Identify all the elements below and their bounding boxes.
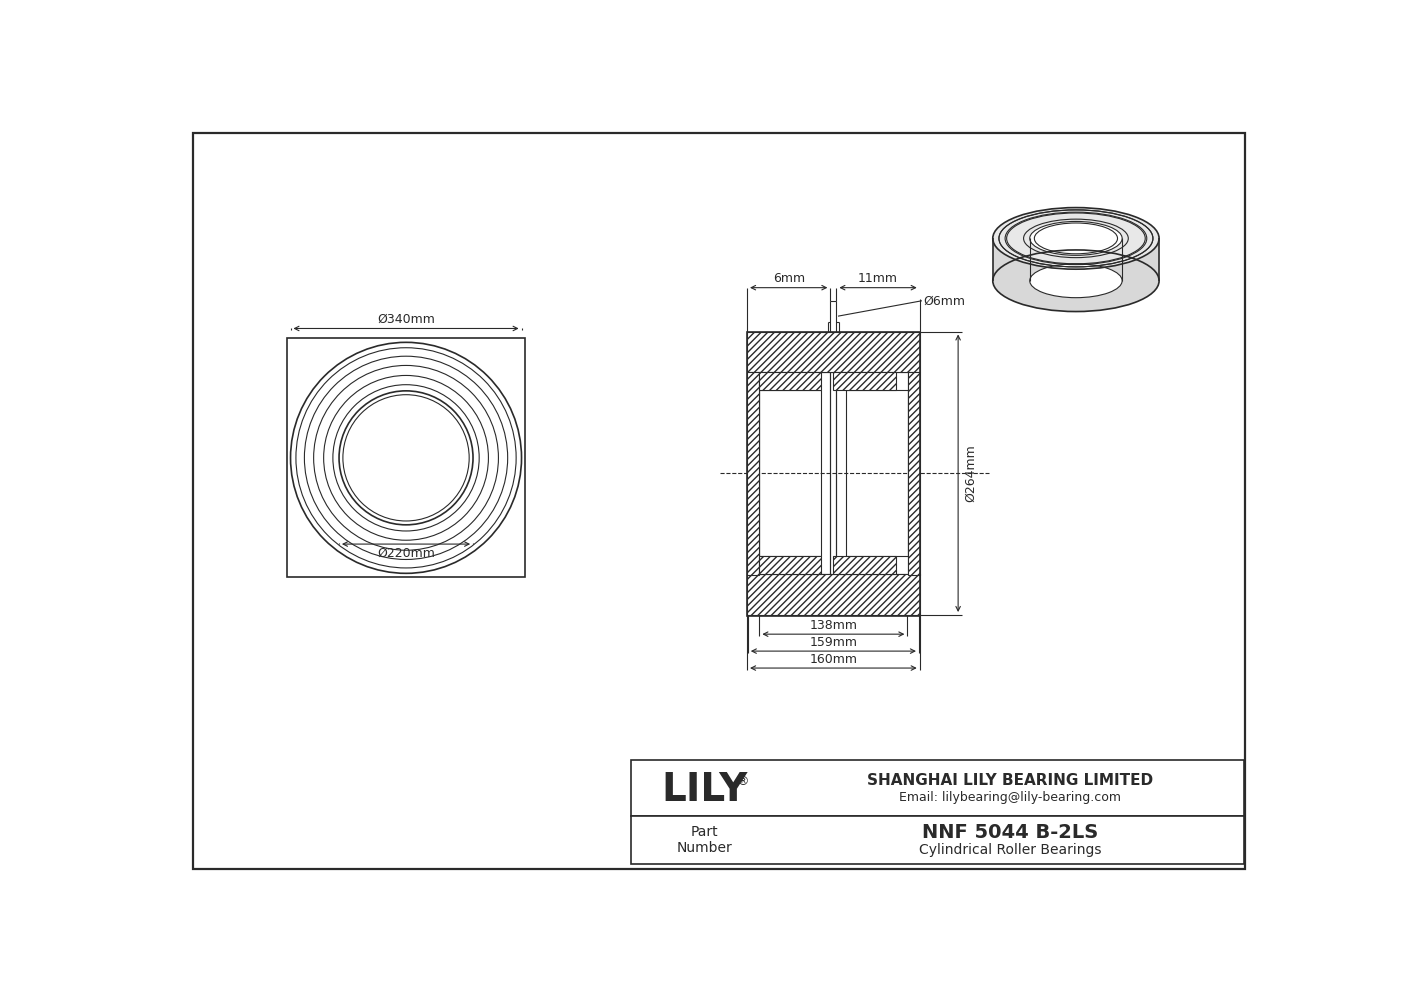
Text: 160mm: 160mm [810, 653, 857, 666]
Bar [748, 574, 919, 615]
Bar [833, 557, 895, 574]
Bar [759, 390, 908, 557]
Text: Ø264mm: Ø264mm [964, 444, 978, 502]
Ellipse shape [1030, 264, 1122, 298]
Bar [748, 372, 759, 575]
Text: Email: lilybearing@lily-bearing.com: Email: lilybearing@lily-bearing.com [899, 792, 1121, 805]
Text: 159mm: 159mm [810, 636, 857, 649]
Bar [908, 372, 919, 575]
Bar [748, 331, 919, 372]
Bar [748, 331, 919, 616]
Bar [286, 338, 525, 577]
Text: 138mm: 138mm [810, 619, 857, 632]
Text: Part
Number: Part Number [676, 824, 732, 855]
Text: 11mm: 11mm [859, 272, 898, 285]
Text: Ø6mm: Ø6mm [923, 295, 965, 308]
Bar [759, 372, 821, 390]
Bar [631, 760, 1244, 815]
Text: SHANGHAI LILY BEARING LIMITED: SHANGHAI LILY BEARING LIMITED [867, 773, 1153, 788]
Text: LILY: LILY [661, 771, 748, 809]
Ellipse shape [993, 250, 1159, 311]
Bar [631, 815, 1244, 864]
Bar [993, 238, 1159, 281]
Text: Ø340mm: Ø340mm [377, 312, 435, 325]
Ellipse shape [1030, 221, 1122, 255]
Text: ®: ® [737, 775, 749, 788]
Text: 6mm: 6mm [773, 272, 805, 285]
Text: NNF 5044 B-2LS: NNF 5044 B-2LS [922, 822, 1099, 841]
Text: Ø220mm: Ø220mm [377, 548, 435, 560]
Bar [759, 557, 821, 574]
Text: Cylindrical Roller Bearings: Cylindrical Roller Bearings [919, 843, 1101, 857]
Bar [833, 372, 895, 390]
Ellipse shape [993, 207, 1159, 269]
